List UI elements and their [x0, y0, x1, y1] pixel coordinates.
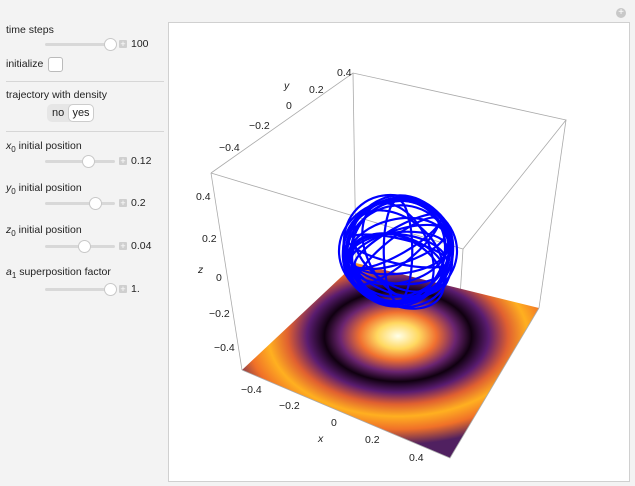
- y-axis-label: y: [283, 80, 290, 92]
- trajectory-sphere: [337, 193, 459, 310]
- plot-svg[interactable]: 0.4 0.2 0 −0.2 −0.4 y 0.4 0.2 0 −0.2 −0.…: [169, 23, 629, 481]
- expand-plus-icon[interactable]: +: [119, 39, 127, 49]
- add-bookmark-icon[interactable]: +: [616, 8, 626, 18]
- slider-thumb[interactable]: [82, 155, 96, 168]
- z0-value: 0.04: [131, 240, 152, 252]
- slider-thumb[interactable]: [77, 240, 91, 253]
- y-tick: −0.4: [219, 142, 240, 154]
- y0-label: y0 initial position: [6, 182, 82, 197]
- y0-slider[interactable]: [45, 197, 115, 210]
- x0-label: x0 initial position: [6, 140, 82, 155]
- trajectory-loop: [347, 232, 449, 286]
- time-steps-slider[interactable]: [45, 38, 118, 51]
- z-tick: −0.2: [209, 308, 230, 320]
- x-axis: −0.4 −0.2 0 0.2 0.4 x: [241, 384, 424, 464]
- x0-value: 0.12: [131, 155, 152, 167]
- y-tick: 0: [286, 100, 292, 112]
- z-tick: 0: [216, 272, 222, 284]
- expand-plus-icon[interactable]: +: [119, 241, 127, 251]
- expand-plus-icon[interactable]: +: [119, 156, 127, 166]
- y-tick: 0.2: [309, 84, 324, 96]
- x-tick: −0.4: [241, 384, 262, 396]
- trajectory-loop: [351, 232, 445, 310]
- y0-value: 0.2: [131, 197, 146, 209]
- z-tick: −0.4: [214, 342, 235, 354]
- a1-slider[interactable]: [45, 283, 118, 296]
- y-axis: 0.4 0.2 0 −0.2 −0.4 y: [219, 67, 352, 154]
- x-tick: 0.2: [365, 434, 380, 446]
- expand-plus-icon[interactable]: +: [119, 198, 127, 208]
- x-axis-label: x: [317, 433, 324, 445]
- y-tick: 0.4: [337, 67, 352, 79]
- expand-plus-icon[interactable]: +: [119, 284, 127, 294]
- option-yes[interactable]: yes: [68, 104, 94, 122]
- initialize-checkbox[interactable]: [48, 57, 63, 72]
- z0-label: z0 initial position: [6, 224, 82, 239]
- slider-thumb[interactable]: [104, 283, 118, 296]
- divider: [6, 81, 164, 82]
- option-no[interactable]: no: [52, 107, 65, 119]
- plot-3d[interactable]: 0.4 0.2 0 −0.2 −0.4 y 0.4 0.2 0 −0.2 −0.…: [168, 22, 630, 482]
- trajectory-label: trajectory with density: [6, 89, 107, 101]
- time-steps-label: time steps: [6, 24, 54, 36]
- y-tick: −0.2: [249, 120, 270, 132]
- trajectory-toggle[interactable]: no yes: [47, 104, 94, 122]
- x-tick: 0: [331, 417, 337, 429]
- x0-slider[interactable]: [45, 155, 115, 168]
- z-tick: 0.2: [202, 233, 217, 245]
- x-tick: 0.4: [409, 452, 424, 464]
- z0-slider[interactable]: [45, 240, 115, 253]
- slider-thumb[interactable]: [89, 197, 103, 210]
- z-axis-label: z: [197, 264, 204, 276]
- a1-label: a1 superposition factor: [6, 266, 111, 281]
- density-plot: [242, 263, 539, 458]
- z-axis: 0.4 0.2 0 −0.2 −0.4 z: [196, 191, 235, 354]
- x-tick: −0.2: [279, 400, 300, 412]
- z-tick: 0.4: [196, 191, 211, 203]
- time-steps-value: 100: [131, 38, 149, 50]
- divider: [6, 131, 164, 132]
- a1-value: 1.: [131, 283, 140, 295]
- slider-thumb[interactable]: [104, 38, 118, 51]
- initialize-label: initialize: [6, 58, 44, 70]
